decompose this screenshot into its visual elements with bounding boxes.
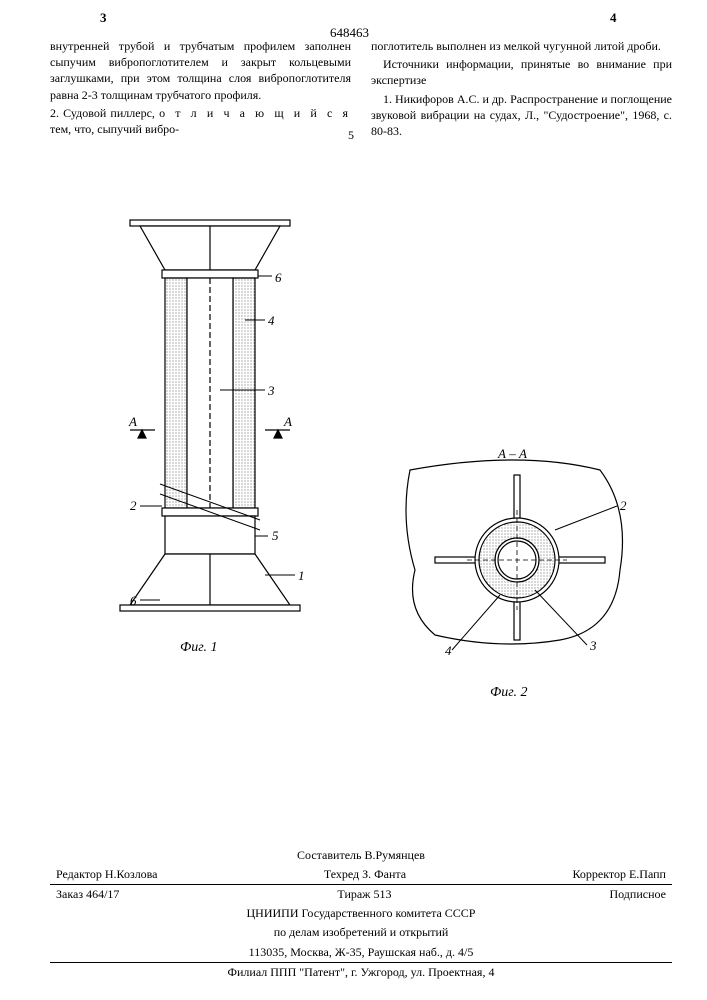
right-column: поглотитель выполнен из мелкой чугунной … [371, 38, 672, 141]
org-line-1: ЦНИИПИ Государственного комитета СССР [247, 904, 476, 923]
line-number-5: 5 [348, 128, 354, 143]
body-text: внутренней трубой и трубчатым профилем з… [50, 38, 672, 141]
imprint-block: Составитель В.Румянцев Редактор Н.Козлов… [50, 846, 672, 982]
left-p2: 2. Судовой пиллерс, о т л и ч а ю щ и й … [50, 105, 351, 137]
branch-address: Филиал ППП "Патент", г. Ужгород, ул. Про… [228, 963, 495, 982]
figure-area: 1 2 3 4 5 6 6 А А Фиг. 1 [50, 210, 672, 730]
fig2-callout-4: 4 [445, 643, 452, 658]
fig2-section-label: А – А [497, 446, 527, 461]
fig1-callout-5: 5 [272, 528, 279, 543]
fig1-callout-4: 4 [268, 313, 275, 328]
corrector-label: Корректор [572, 867, 626, 881]
techred-label: Техред [324, 867, 359, 881]
p2-pre: 2. Судовой пиллерс, [50, 106, 159, 120]
left-column: внутренней трубой и трубчатым профилем з… [50, 38, 351, 141]
page-num-left: 3 [100, 10, 107, 26]
fig1-label: Фиг. 1 [180, 640, 218, 656]
page-num-right: 4 [610, 10, 617, 26]
fig1-callout-1: 1 [298, 568, 305, 583]
figure-2-svg: 2 3 4 А – А [390, 440, 650, 690]
compiler-label: Составитель [297, 848, 361, 862]
fig1-callout-6b: 6 [130, 593, 137, 608]
techred-name: З. Фанта [362, 867, 406, 881]
right-p1: поглотитель выполнен из мелкой чугунной … [371, 38, 672, 54]
order-label: Заказ [56, 887, 83, 901]
order-num: 464/17 [86, 887, 119, 901]
fig1-callout-A-left: А [128, 414, 137, 429]
tirage-num: 513 [373, 887, 391, 901]
p2-spaced: о т л и ч а ю щ и й с я [159, 106, 351, 120]
fig2-callout-2: 2 [620, 498, 627, 513]
fig2-label: Фиг. 2 [490, 685, 528, 701]
org-line-2: по делам изобретений и открытий [274, 923, 449, 942]
fig1-callout-3: 3 [267, 383, 275, 398]
compiler-name: В.Румянцев [365, 848, 425, 862]
editor-label: Редактор [56, 867, 102, 881]
address-1: 113035, Москва, Ж-35, Раушская наб., д. … [249, 943, 474, 962]
editor-name: Н.Козлова [105, 867, 158, 881]
p2-post: тем, что, сыпучий вибро- [50, 122, 179, 136]
corrector-name: Е.Папп [629, 867, 666, 881]
figure-1-svg: 1 2 3 4 5 6 6 А А [70, 210, 350, 640]
fig1-callout-2: 2 [130, 498, 137, 513]
right-p3: 1. Никифоров А.С. и др. Распространение … [371, 91, 672, 140]
fig1-callout-A-right: А [283, 414, 292, 429]
left-p1: внутренней трубой и трубчатым профилем з… [50, 38, 351, 103]
right-p2: Источники информации, принятые во вниман… [371, 56, 672, 88]
subscription: Подписное [609, 885, 666, 904]
tirage-label: Тираж [337, 887, 370, 901]
fig2-callout-3: 3 [589, 638, 597, 653]
fig1-callout-6a: 6 [275, 270, 282, 285]
